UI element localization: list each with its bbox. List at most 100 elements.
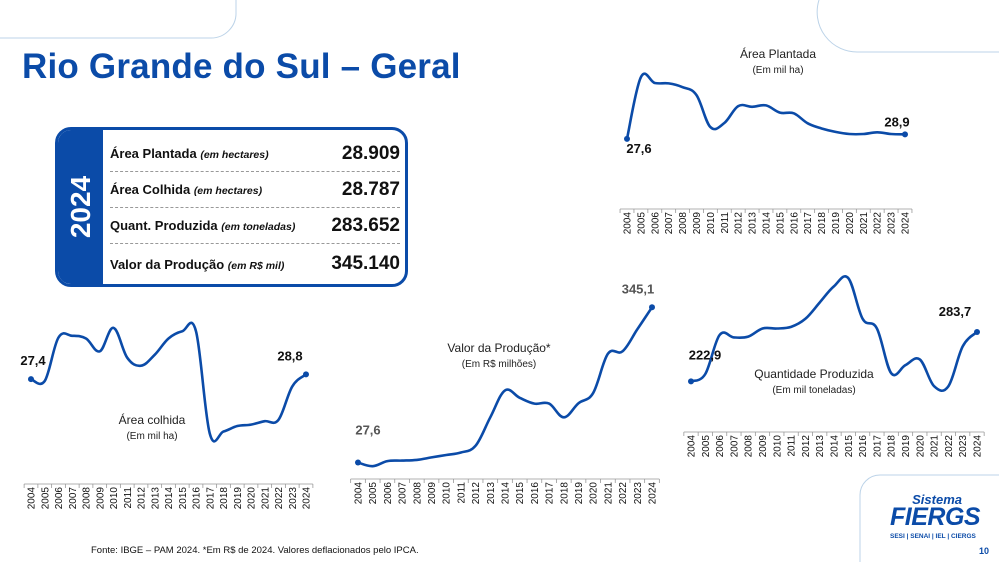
x-tick-label: 2012	[137, 487, 148, 510]
data-point	[974, 328, 980, 335]
summary-row-value: 283.652	[331, 214, 400, 236]
x-tick-label: 2023	[958, 435, 969, 458]
x-tick-label: 2015	[844, 435, 855, 458]
summary-box: 2024 Área Plantada (em hectares) 28.909 …	[55, 127, 408, 287]
x-tick-label: 2020	[845, 212, 856, 235]
x-tick-label: 2015	[178, 487, 189, 510]
data-label: 27,6	[626, 141, 651, 156]
data-label: 283,7	[939, 304, 972, 319]
summary-row-label: Área Colhida (em hectares)	[110, 182, 263, 197]
summary-row-label: Área Plantada (em hectares)	[110, 146, 269, 161]
chart-1: 2004 2005 2006 2007 2008 2009 2010 2011 2012 2013…	[619, 46, 913, 235]
summary-row-value: 345.140	[331, 253, 400, 274]
chart-title: Quantidade Produzida	[754, 367, 874, 381]
x-tick-label: 2007	[68, 487, 79, 510]
summary-row-value: 28.909	[341, 142, 400, 164]
series-line	[689, 275, 979, 392]
x-tick-label: 2011	[123, 487, 134, 509]
summary-row-label: Valor da Produção (em R$ mil)	[110, 256, 285, 272]
x-tick-label: 2009	[95, 487, 106, 510]
x-tick-label: 2015	[515, 482, 526, 505]
data-point	[649, 304, 655, 311]
x-tick-label: 2004	[354, 482, 365, 505]
chart-subtitle: (Em mil toneladas)	[772, 385, 855, 396]
x-tick-label: 2022	[944, 435, 955, 458]
x-tick-label: 2020	[589, 482, 600, 505]
summary-row-label: Quant. Produzida (em toneladas)	[110, 218, 296, 233]
data-point	[28, 376, 34, 383]
data-point	[688, 378, 694, 385]
x-tick-label: 2013	[815, 435, 826, 458]
x-tick-label: 2021	[859, 212, 870, 235]
chart-subtitle: (Em R$ milhões)	[462, 359, 536, 370]
x-tick-label: 2007	[664, 212, 675, 235]
x-tick-label: 2021	[260, 487, 271, 510]
chart-title: Área colhida	[119, 412, 186, 427]
data-point	[624, 135, 630, 142]
x-tick-label: 2004	[687, 435, 698, 458]
x-tick-label: 2022	[618, 482, 629, 505]
series-line	[356, 306, 654, 468]
x-tick-label: 2014	[830, 435, 841, 458]
x-tick-label: 2018	[559, 482, 570, 505]
summary-row-valor-producao: Valor da Produção (em R$ mil) 345.140	[110, 246, 400, 282]
logo-sistema-text: Sistema	[912, 492, 962, 507]
x-tick-label: 2019	[233, 487, 244, 510]
x-tick-label: 2007	[729, 435, 740, 458]
x-tick-label: 2022	[274, 487, 285, 510]
x-tick-label: 2018	[219, 487, 230, 510]
summary-row-area-plantada: Área Plantada (em hectares) 28.909	[110, 136, 400, 172]
footer-source: Fonte: IBGE – PAM 2024. *Em R$ de 2024. …	[91, 545, 419, 556]
x-tick-label: 2023	[288, 487, 299, 510]
x-tick-label: 2014	[164, 487, 175, 510]
x-tick-label: 2008	[412, 482, 423, 505]
x-tick-label: 2010	[772, 435, 783, 458]
page-title: Rio Grande do Sul – Geral	[22, 47, 461, 86]
chart-title: Valor da Produção*	[447, 341, 551, 355]
x-tick-label: 2017	[803, 212, 814, 235]
x-tick-label: 2010	[442, 482, 453, 505]
x-tick-label: 2006	[650, 212, 661, 235]
x-tick-label: 2020	[915, 435, 926, 458]
data-point	[902, 131, 908, 138]
x-tick-label: 2010	[109, 487, 120, 510]
x-tick-label: 2008	[744, 435, 755, 458]
x-tick-label: 2024	[901, 212, 912, 235]
x-tick-label: 2019	[901, 435, 912, 458]
x-tick-label: 2024	[302, 487, 313, 510]
x-tick-label: 2004	[623, 212, 634, 235]
x-tick-label: 2024	[648, 482, 659, 505]
data-label: 27,4	[20, 353, 46, 368]
data-label: 28,9	[884, 114, 909, 129]
chart-subtitle: (Em mil ha)	[126, 431, 177, 442]
x-tick-label: 2017	[872, 435, 883, 458]
x-tick-label: 2020	[247, 487, 258, 510]
x-tick-label: 2005	[368, 482, 379, 505]
x-tick-label: 2007	[398, 482, 409, 505]
x-tick-label: 2016	[192, 487, 203, 510]
x-tick-label: 2023	[633, 482, 644, 505]
x-tick-label: 2015	[775, 212, 786, 235]
x-tick-label: 2009	[692, 212, 703, 235]
x-tick-label: 2013	[486, 482, 497, 505]
data-label: 28,8	[277, 348, 302, 363]
x-tick-label: 2022	[873, 212, 884, 235]
x-tick-label: 2018	[887, 435, 898, 458]
x-tick-label: 2009	[758, 435, 769, 458]
data-point	[303, 371, 309, 378]
x-tick-label: 2009	[427, 482, 438, 505]
x-tick-label: 2023	[887, 212, 898, 235]
x-tick-label: 2016	[530, 482, 541, 505]
x-tick-label: 2012	[734, 212, 745, 235]
logo-sub-text: SESI | SENAI | IEL | CIERGS	[890, 533, 976, 540]
x-tick-label: 2011	[456, 482, 467, 504]
x-tick-label: 2014	[501, 482, 512, 505]
data-point	[355, 459, 361, 466]
x-tick-label: 2021	[603, 482, 614, 505]
x-tick-label: 2016	[858, 435, 869, 458]
summary-row-quant-produzida: Quant. Produzida (em toneladas) 283.652	[110, 208, 400, 244]
x-tick-label: 2013	[748, 212, 759, 235]
x-tick-label: 2008	[82, 487, 93, 510]
series-line	[29, 321, 308, 443]
